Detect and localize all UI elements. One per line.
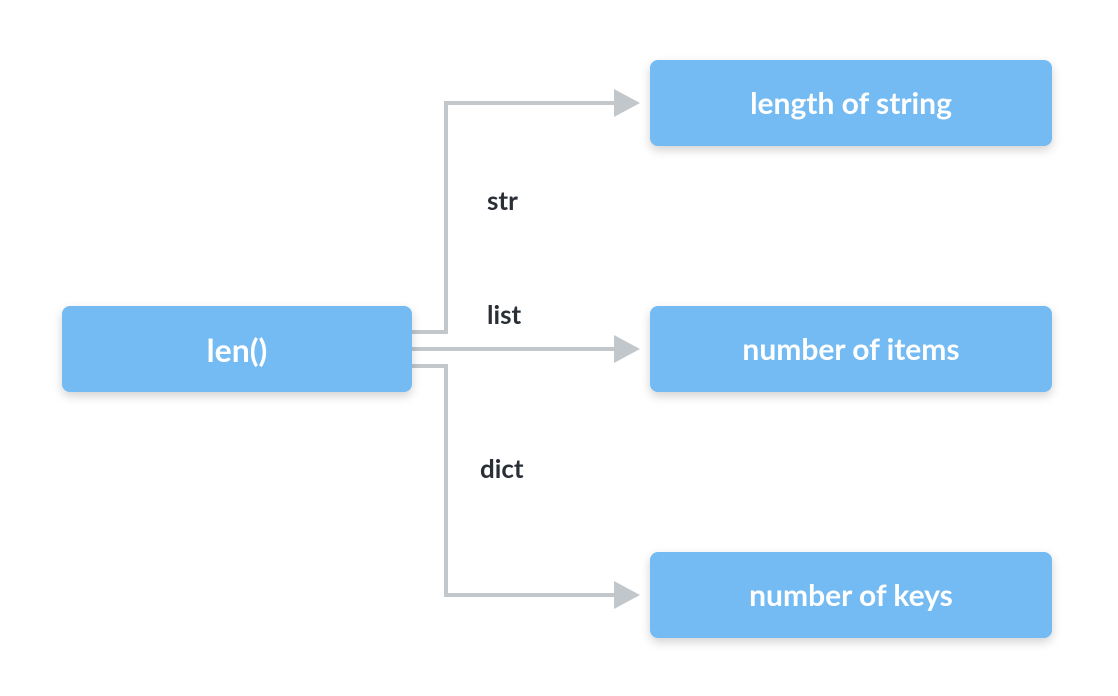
node-dict-result-label: number of keys <box>749 577 953 613</box>
edge-label-dict: dict <box>480 452 524 484</box>
node-len-label: len() <box>207 330 268 369</box>
node-list-result-label: number of items <box>742 331 959 367</box>
node-dict-result: number of keys <box>650 552 1052 638</box>
node-str-result-label: length of string <box>750 85 952 121</box>
diagram-canvas: len() length of string number of items n… <box>0 0 1118 696</box>
node-len: len() <box>62 306 412 392</box>
edge-dict <box>412 366 636 595</box>
node-list-result: number of items <box>650 306 1052 392</box>
edge-str <box>412 103 636 332</box>
node-str-result: length of string <box>650 60 1052 146</box>
edge-label-list: list <box>487 298 521 330</box>
edge-label-str: str <box>487 184 518 216</box>
